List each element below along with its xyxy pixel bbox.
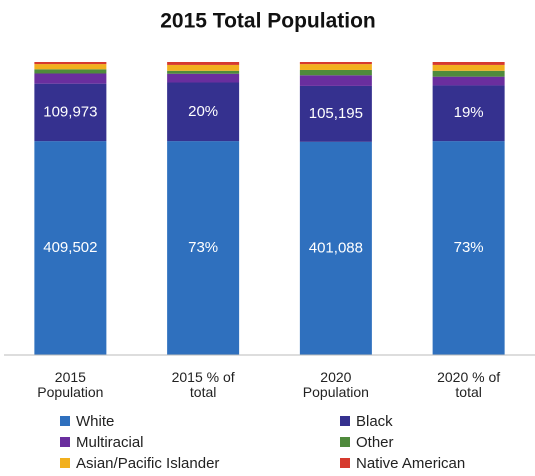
legend-swatch (340, 416, 350, 426)
data-label: 73% (454, 239, 484, 256)
bar-segment (432, 141, 505, 355)
bar-segment (34, 62, 107, 65)
x-tick-label: 2020 Population (302, 369, 369, 400)
bar-segment (432, 85, 505, 142)
legend-label: Native American (356, 455, 466, 472)
bar-segment (167, 64, 240, 71)
bar-segment (299, 64, 372, 70)
bar-segment (432, 70, 505, 77)
bar-segment (432, 64, 505, 71)
legend-swatch (60, 458, 70, 468)
legend-swatch (340, 437, 350, 447)
legend-item: Multiracial (60, 434, 144, 452)
bar-segment (167, 62, 240, 65)
legend-item: Other (340, 434, 394, 452)
legend-swatch (60, 416, 70, 426)
bar-segment (167, 70, 240, 74)
data-label: 409,502 (43, 239, 97, 256)
bar-segment (299, 85, 372, 142)
bar-segment (34, 141, 107, 355)
bar-segment (299, 141, 372, 355)
legend-label: Asian/Pacific Islander (76, 455, 220, 472)
bar-segment (34, 83, 107, 142)
bar-segment (299, 62, 372, 65)
bar-segment (167, 141, 240, 355)
legend-label: Multiracial (76, 434, 144, 451)
bar-segment (299, 69, 372, 76)
data-label: 73% (188, 239, 218, 256)
legend-label: Black (356, 413, 393, 430)
legend-label: Other (356, 434, 394, 451)
bar-segment (34, 69, 107, 74)
bar-segment (167, 82, 240, 142)
legend-label: White (76, 413, 115, 430)
legend-item: Black (340, 413, 393, 431)
data-label: 105,195 (309, 105, 363, 122)
data-label: 19% (454, 104, 484, 121)
data-label: 401,088 (309, 239, 363, 256)
legend-swatch (340, 458, 350, 468)
bar-segment (34, 73, 107, 84)
x-tick-label: 2015 % of total (171, 369, 235, 400)
bar-segment (167, 73, 240, 83)
bar-segment (34, 64, 107, 70)
bar-segment (432, 62, 505, 65)
data-label: 20% (188, 103, 218, 120)
legend-item: White (60, 413, 114, 431)
legend-item: Native American (340, 455, 465, 473)
legend-swatch (60, 437, 70, 447)
chart-title: 2015 Total Population (160, 10, 375, 33)
data-label: 109,973 (43, 103, 97, 120)
x-tick-label: 2015 Population (37, 369, 104, 400)
bar-segment (299, 75, 372, 86)
bar-segment (432, 76, 505, 86)
x-tick-label: 2020 % of total (437, 369, 501, 400)
legend-item: Asian/Pacific Islander (60, 455, 219, 473)
